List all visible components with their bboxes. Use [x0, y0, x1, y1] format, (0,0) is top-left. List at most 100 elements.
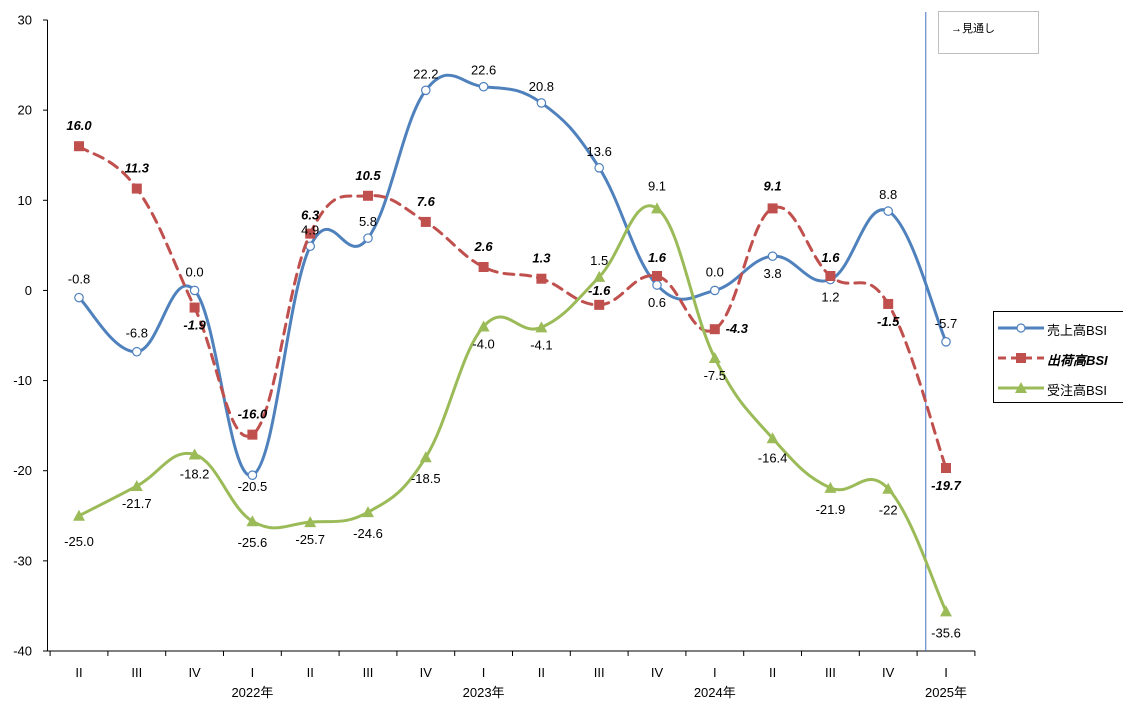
data-label: 8.8	[879, 187, 897, 202]
data-point	[594, 299, 605, 310]
data-label: 16.0	[66, 118, 92, 133]
data-label: -35.6	[931, 625, 961, 640]
data-point	[708, 352, 721, 364]
data-point	[767, 251, 778, 261]
data-point	[709, 285, 720, 296]
y-tick-label: 30	[18, 13, 32, 28]
legend-item-shipments: 出荷高BSI	[994, 343, 1123, 373]
data-label: -25.7	[295, 532, 325, 547]
data-label: 1.2	[821, 290, 839, 305]
data-label: -1.9	[183, 318, 206, 333]
legend: 売上高BSI 出荷高BSI 受注高BSI	[993, 311, 1123, 403]
data-point	[189, 302, 200, 313]
data-point	[363, 233, 373, 243]
data-point	[940, 605, 952, 617]
data-label: -18.5	[411, 471, 441, 486]
year-label: 2022年	[231, 685, 273, 700]
data-point	[246, 515, 259, 527]
x-tick-label: II	[307, 665, 314, 680]
data-point	[247, 470, 258, 481]
data-label: 6.3	[301, 208, 320, 223]
x-tick-label: IV	[188, 665, 201, 680]
x-tick-label: III	[131, 665, 142, 680]
data-point	[74, 292, 84, 303]
data-point	[709, 324, 720, 335]
x-tick-label: I	[713, 665, 717, 680]
data-label: 20.8	[529, 79, 554, 94]
data-label: 0.0	[186, 264, 204, 279]
y-tick-label: -10	[13, 373, 32, 388]
data-point	[883, 206, 893, 216]
data-point	[130, 480, 143, 492]
data-point	[363, 190, 373, 201]
x-tick-label: I	[482, 665, 486, 680]
x-tick-label: III	[363, 665, 374, 680]
x-tick-label: IV	[882, 665, 895, 680]
y-tick-label: 0	[25, 283, 32, 298]
data-point	[767, 203, 778, 214]
data-point	[189, 285, 200, 296]
data-point	[73, 509, 85, 521]
data-point	[882, 482, 895, 494]
data-labels: -0.8 -6.8 0.0 -20.5 4.9 5.8 22.2 22.6 20.8 13.6 0.…	[64, 63, 961, 641]
data-label: 4.9	[301, 222, 319, 237]
data-label: 1.6	[648, 250, 667, 265]
data-point	[478, 261, 489, 272]
x-tick-label: II	[75, 665, 82, 680]
x-tick-label: III	[594, 665, 605, 680]
data-label: -16.0	[238, 407, 268, 422]
data-point	[652, 280, 662, 290]
data-label: -25.0	[64, 534, 94, 549]
data-label: -21.9	[816, 502, 846, 517]
data-point	[362, 506, 374, 518]
data-label: -24.6	[353, 526, 383, 541]
axes	[47, 20, 975, 652]
data-label: 9.1	[648, 178, 666, 193]
data-point	[419, 451, 432, 463]
x-tick-label: II	[538, 665, 545, 680]
data-point	[478, 81, 489, 92]
data-point	[131, 183, 142, 194]
data-label: 1.5	[590, 253, 608, 268]
data-point	[420, 216, 431, 227]
data-label: 0.0	[706, 264, 724, 279]
data-point	[420, 85, 431, 96]
data-point	[132, 346, 142, 357]
y-axis-ticks: -40 -30 -20 -10 0 10 20 30	[13, 13, 48, 659]
data-label: -16.4	[758, 450, 788, 465]
data-label: -22	[879, 503, 898, 518]
data-label: 9.1	[764, 178, 782, 193]
data-point	[477, 320, 490, 332]
x-tick-label: II	[769, 665, 776, 680]
forecast-note-text: →見通し	[951, 23, 995, 35]
x-tick-label: IV	[651, 665, 664, 680]
series-line-2	[77, 204, 948, 613]
series-layer	[73, 73, 952, 617]
x-tick-label: I	[251, 665, 255, 680]
data-label: -4.0	[472, 336, 494, 351]
data-point	[824, 481, 837, 493]
data-label: -4.3	[726, 321, 749, 336]
data-point	[247, 429, 258, 440]
data-label: 1.6	[821, 250, 840, 265]
y-tick-label: -40	[13, 644, 32, 659]
data-label: 22.2	[413, 66, 438, 81]
forecast-note-box: →見通し	[938, 11, 1039, 54]
data-point	[593, 270, 606, 282]
data-label: 13.6	[587, 144, 612, 159]
legend-item-sales: 売上高BSI	[994, 313, 1123, 343]
data-label: -20.5	[238, 479, 268, 494]
data-point	[594, 163, 604, 173]
data-point	[188, 448, 201, 460]
data-label: -5.7	[935, 316, 957, 331]
data-point	[535, 321, 548, 333]
data-label: -4.1	[530, 337, 552, 352]
data-point	[305, 228, 316, 239]
data-point	[883, 298, 894, 309]
y-tick-label: 20	[18, 103, 32, 118]
series-line-1	[77, 144, 948, 470]
y-tick-label: -20	[13, 463, 32, 478]
y-tick-label: -30	[13, 553, 32, 568]
year-label: 2024年	[694, 685, 736, 700]
